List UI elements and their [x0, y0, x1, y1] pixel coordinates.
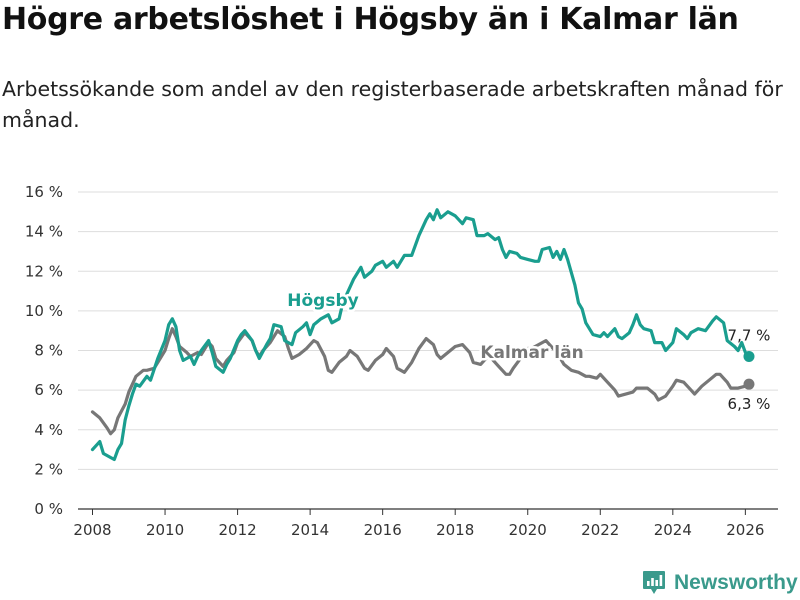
brand-name: Newsworthy [674, 571, 798, 594]
page-title: Högre arbetslöshet i Högsby än i Kalmar … [2, 2, 739, 37]
kalmar-line [90, 327, 751, 436]
x-tick-label: 2024 [654, 521, 692, 539]
hogsby-end-marker [743, 350, 755, 362]
x-tick-label: 2014 [291, 521, 329, 539]
x-tick-label: 2008 [73, 521, 111, 539]
kalmar-end-marker [743, 378, 755, 390]
unemployment-line-chart: 0 % 2 % 4 % 6 % 8 % 10 % 12 % 14 % 16 % 2008 2010… [25, 183, 778, 539]
y-tick-label: 6 % [34, 381, 63, 399]
y-tick-label: 2 % [34, 460, 63, 478]
kalmar-end-value-label: 6,3 % [728, 395, 771, 413]
x-tick-label: 2012 [218, 521, 256, 539]
kalmar-series-label: Kalmar län [480, 343, 583, 363]
bar-chart-logo-icon [643, 571, 665, 594]
y-tick-label: 14 % [25, 223, 63, 241]
y-tick-label: 16 % [25, 183, 63, 201]
y-tick-label: 12 % [25, 262, 63, 280]
x-tick-label: 2010 [146, 521, 184, 539]
y-tick-label: 0 % [34, 500, 63, 518]
brand-logo: Newsworthy [642, 568, 798, 598]
x-tick-label: 2018 [436, 521, 474, 539]
hogsby-end-value-label: 7,7 % [728, 326, 771, 344]
y-tick-label: 4 % [34, 421, 63, 439]
y-tick-label: 8 % [34, 342, 63, 360]
x-tick-label: 2022 [581, 521, 619, 539]
y-tick-label: 10 % [25, 302, 63, 320]
x-axis: 2008 2010 2012 2014 2016 2018 2020 2022 2024 2026 [73, 509, 764, 539]
grid-lines [78, 191, 778, 510]
series-labels: 6,3 % 7,7 % Högsby Kalmar län [285, 289, 771, 414]
x-tick-label: 2020 [509, 521, 547, 539]
hogsby-series-label: Högsby [287, 291, 358, 311]
x-tick-label: 2026 [726, 521, 764, 539]
page-subtitle: Arbetssökande som andel av den registerb… [2, 77, 783, 132]
series-lines [90, 208, 755, 462]
x-tick-label: 2016 [364, 521, 402, 539]
y-axis-labels: 0 % 2 % 4 % 6 % 8 % 10 % 12 % 14 % 16 % [25, 183, 63, 518]
hogsby-line [90, 208, 751, 462]
